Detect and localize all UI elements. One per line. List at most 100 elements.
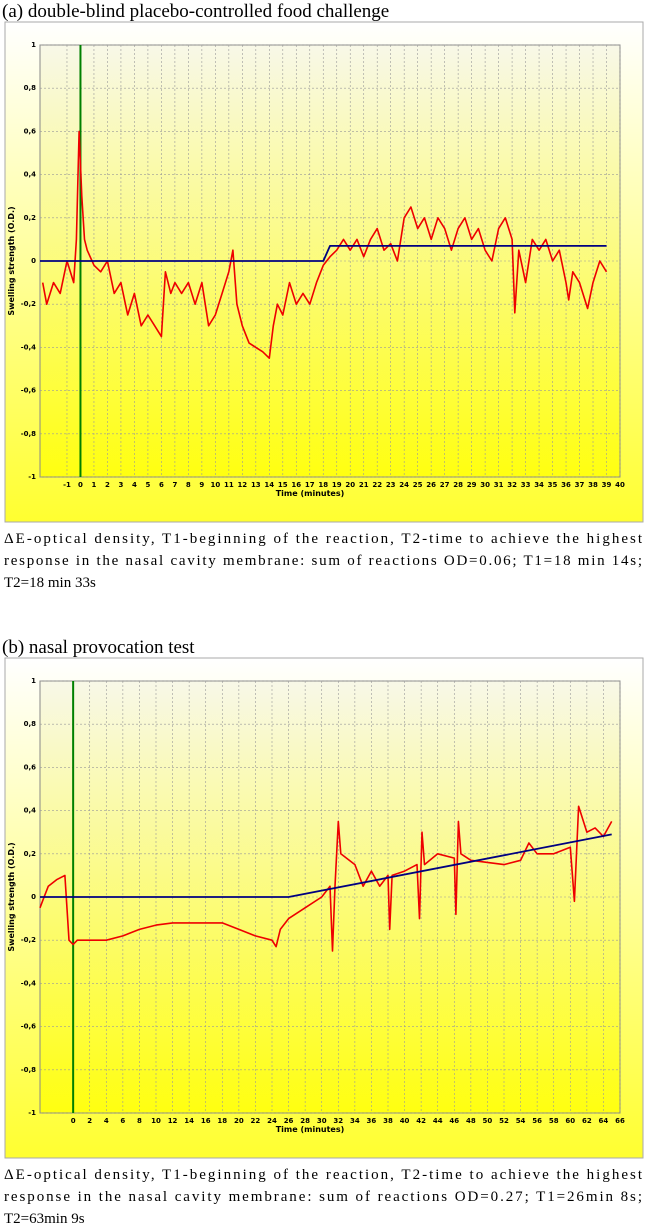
x-tick-label: 28 [300,1117,310,1125]
x-tick-label: 52 [499,1117,509,1125]
y-tick-label: 1 [31,677,36,685]
x-tick-label: 14 [264,481,274,489]
x-tick-label: 25 [413,481,423,489]
x-tick-label: 22 [251,1117,261,1125]
x-tick-label: 16 [201,1117,211,1125]
x-tick-label: 27 [440,481,450,489]
x-tick-label: 42 [416,1117,426,1125]
x-tick-label: 26 [426,481,436,489]
caption-line: T2=18 min 33s [4,575,96,591]
y-tick-label: -0,4 [21,979,36,987]
x-tick-label: 18 [318,481,328,489]
y-tick-label: -0,2 [21,936,36,944]
x-tick-label: 31 [494,481,504,489]
chart-title: (b) nasal provocation test [2,637,195,658]
x-tick-label: 8 [186,481,191,489]
x-axis-title: Time (minutes) [276,489,345,498]
x-tick-label: 14 [184,1117,194,1125]
x-tick-label: 11 [224,481,234,489]
x-tick-label: 21 [359,481,369,489]
x-tick-label: 22 [372,481,382,489]
x-tick-label: -1 [63,481,71,489]
y-tick-label: 0,8 [24,720,37,728]
y-tick-label: -1 [28,1109,36,1117]
x-tick-label: 48 [466,1117,476,1125]
x-tick-label: 18 [217,1117,227,1125]
x-tick-label: 10 [210,481,220,489]
y-tick-label: 1 [31,41,36,49]
x-tick-label: 3 [118,481,123,489]
x-tick-label: 46 [449,1117,459,1125]
x-tick-label: 66 [615,1117,625,1125]
x-tick-label: 34 [350,1117,360,1125]
x-tick-label: 58 [549,1117,559,1125]
x-tick-label: 28 [453,481,463,489]
x-tick-label: 56 [532,1117,542,1125]
x-tick-label: 7 [172,481,177,489]
caption-line: response in the nasal cavity membrane: s… [4,1189,642,1205]
x-tick-label: 2 [87,1117,92,1125]
y-tick-label: -0,6 [21,1023,36,1031]
x-tick-label: 37 [575,481,585,489]
y-tick-label: -0,2 [21,300,36,308]
x-tick-label: 54 [516,1117,526,1125]
x-tick-label: 29 [467,481,477,489]
x-tick-label: 36 [367,1117,377,1125]
x-tick-label: 4 [104,1117,109,1125]
caption-line: ΔE-optical density, T1-beginning of the … [4,1167,643,1183]
x-tick-label: 32 [333,1117,343,1125]
x-tick-label: 64 [599,1117,609,1125]
x-tick-label: 36 [561,481,571,489]
x-tick-label: 62 [582,1117,592,1125]
y-tick-label: 0,8 [24,84,37,92]
x-tick-label: 10 [151,1117,161,1125]
caption-line: response in the nasal cavity membrane: s… [4,553,642,569]
caption-line: T2=63min 9s [4,1211,85,1227]
x-tick-label: 13 [251,481,261,489]
x-tick-label: 19 [332,481,342,489]
x-tick-label: 24 [267,1117,277,1125]
data-line [39,805,613,952]
x-tick-label: 50 [483,1117,493,1125]
x-axis-title: Time (minutes) [276,1125,345,1134]
y-tick-label: -0,8 [21,430,36,438]
x-tick-label: 32 [507,481,517,489]
x-tick-label: 4 [132,481,137,489]
y-tick-label: 0 [31,893,36,901]
y-tick-label: 0,6 [24,127,37,135]
x-tick-label: 8 [137,1117,142,1125]
y-tick-label: 0,6 [24,763,37,771]
x-tick-label: 39 [602,481,612,489]
x-tick-label: 12 [237,481,247,489]
x-tick-label: 16 [291,481,301,489]
x-tick-label: 1 [92,481,97,489]
x-tick-label: 38 [383,1117,393,1125]
x-tick-label: 33 [521,481,531,489]
x-tick-label: 20 [234,1117,244,1125]
x-tick-label: 20 [345,481,355,489]
y-tick-label: 0 [31,257,36,265]
x-tick-label: 9 [199,481,204,489]
x-tick-label: 6 [159,481,164,489]
x-tick-label: 17 [305,481,315,489]
x-tick-label: 6 [120,1117,125,1125]
y-tick-label: 0,2 [24,850,37,858]
x-tick-label: 40 [615,481,625,489]
y-axis-title: Swelling strength (O.D.) [7,842,16,951]
data-line [40,833,612,898]
x-tick-label: 35 [548,481,558,489]
data-line [40,245,607,262]
x-tick-label: 0 [71,1117,76,1125]
x-tick-label: 15 [278,481,288,489]
y-tick-label: -0,6 [21,387,36,395]
x-tick-label: 0 [78,481,83,489]
x-tick-label: 30 [480,481,490,489]
x-tick-label: 2 [105,481,110,489]
x-tick-label: 34 [534,481,544,489]
y-tick-label: -1 [28,473,36,481]
x-tick-label: 5 [145,481,150,489]
x-tick-label: 12 [168,1117,178,1125]
y-tick-label: -0,8 [21,1066,36,1074]
x-tick-label: 60 [565,1117,575,1125]
